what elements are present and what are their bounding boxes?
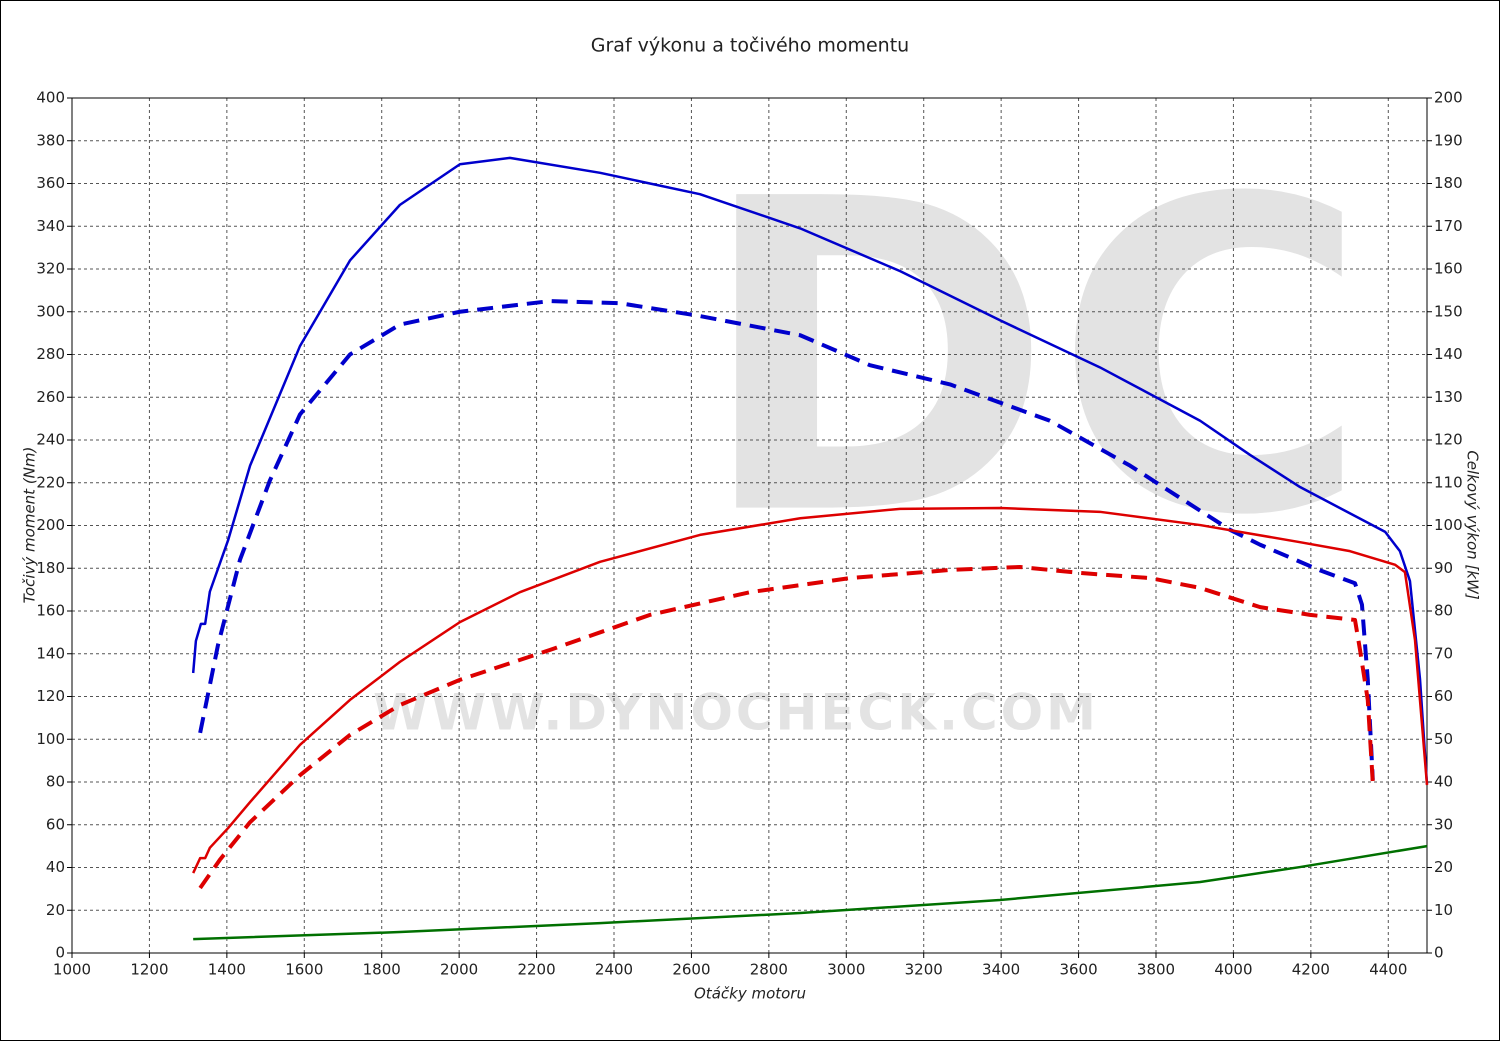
x-tick-label: 1000 [53,961,91,979]
x-axis-label: Otáčky motoru [694,985,806,1003]
y-tick-label: 0 [55,944,65,962]
x-tick-label: 2600 [672,961,710,979]
x-tick-label: 3600 [1059,961,1097,979]
y-axis-label: Točivý moment (Nm) [21,447,39,604]
y2-tick-label: 200 [1434,89,1463,107]
x-tick-label: 2400 [595,961,633,979]
y-tick-label: 340 [36,217,65,235]
y2-tick-label: 190 [1434,131,1463,149]
series-line [193,844,1428,941]
y-tick-label: 300 [36,302,65,320]
y2-tick-label: 10 [1434,901,1453,919]
x-tick-label: 2800 [750,961,788,979]
y2-tick-label: 140 [1434,345,1463,363]
x-tick-label: 1200 [130,961,168,979]
y2-tick-label: 50 [1434,730,1453,748]
x-tick-label: 2200 [517,961,555,979]
x-tick-label: 4200 [1292,961,1330,979]
y-tick-label: 160 [36,602,65,620]
y-tick-label: 100 [36,730,65,748]
y2-tick-label: 100 [1434,516,1463,534]
series-line [198,564,1375,890]
y2-tick-label: 70 [1434,644,1453,662]
x-tick-label: 3800 [1137,961,1175,979]
y2-tick-label: 180 [1434,174,1463,192]
y-tick-label: 40 [46,858,65,876]
y-tick-label: 260 [36,388,65,406]
y2-tick-label: 80 [1434,602,1453,620]
y2-tick-label: 0 [1434,944,1444,962]
y2-tick-label: 110 [1434,473,1463,491]
y2-tick-label: 20 [1434,858,1453,876]
watermark: DC [697,110,1370,610]
y2-tick-label: 170 [1434,217,1463,235]
y2-tick-label: 90 [1434,559,1453,577]
x-tick-label: 4000 [1214,961,1252,979]
y-tick-label: 60 [46,815,65,833]
y2-tick-label: 40 [1434,773,1453,791]
series-line [191,156,1429,785]
y2-tick-label: 60 [1434,687,1453,705]
y-tick-label: 380 [36,131,65,149]
y-tick-label: 200 [36,516,65,534]
y-tick-label: 220 [36,473,65,491]
y-tick-label: 280 [36,345,65,363]
y-tick-label: 140 [36,644,65,662]
y2-axis-label: Celkový výkon [kW] [1464,450,1482,600]
y2-tick-label: 150 [1434,302,1463,320]
y-tick-label: 20 [46,901,65,919]
chart-title: Graf výkonu a točivého momentu [591,35,909,57]
y-tick-label: 360 [36,174,65,192]
x-tick-label: 4400 [1369,961,1407,979]
y2-tick-label: 130 [1434,388,1463,406]
series-line [198,299,1375,780]
x-tick-label: 3000 [827,961,865,979]
x-tick-label: 1800 [363,961,401,979]
x-tick-label: 3400 [982,961,1020,979]
y2-tick-label: 30 [1434,815,1453,833]
y-tick-label: 400 [36,89,65,107]
y-tick-label: 120 [36,687,65,705]
x-tick-label: 2000 [440,961,478,979]
series-line [192,506,1429,874]
y2-tick-label: 120 [1434,431,1463,449]
y2-tick-label: 160 [1434,260,1463,278]
x-tick-label: 3200 [905,961,943,979]
y-tick-label: 180 [36,559,65,577]
y-tick-label: 80 [46,773,65,791]
plot-frame [71,97,1428,954]
y-tick-label: 320 [36,260,65,278]
x-tick-label: 1400 [208,961,246,979]
x-tick-label: 1600 [285,961,323,979]
y-tick-label: 240 [36,431,65,449]
watermark-url: WWW.DYNOCHECK.COM [373,684,1099,742]
